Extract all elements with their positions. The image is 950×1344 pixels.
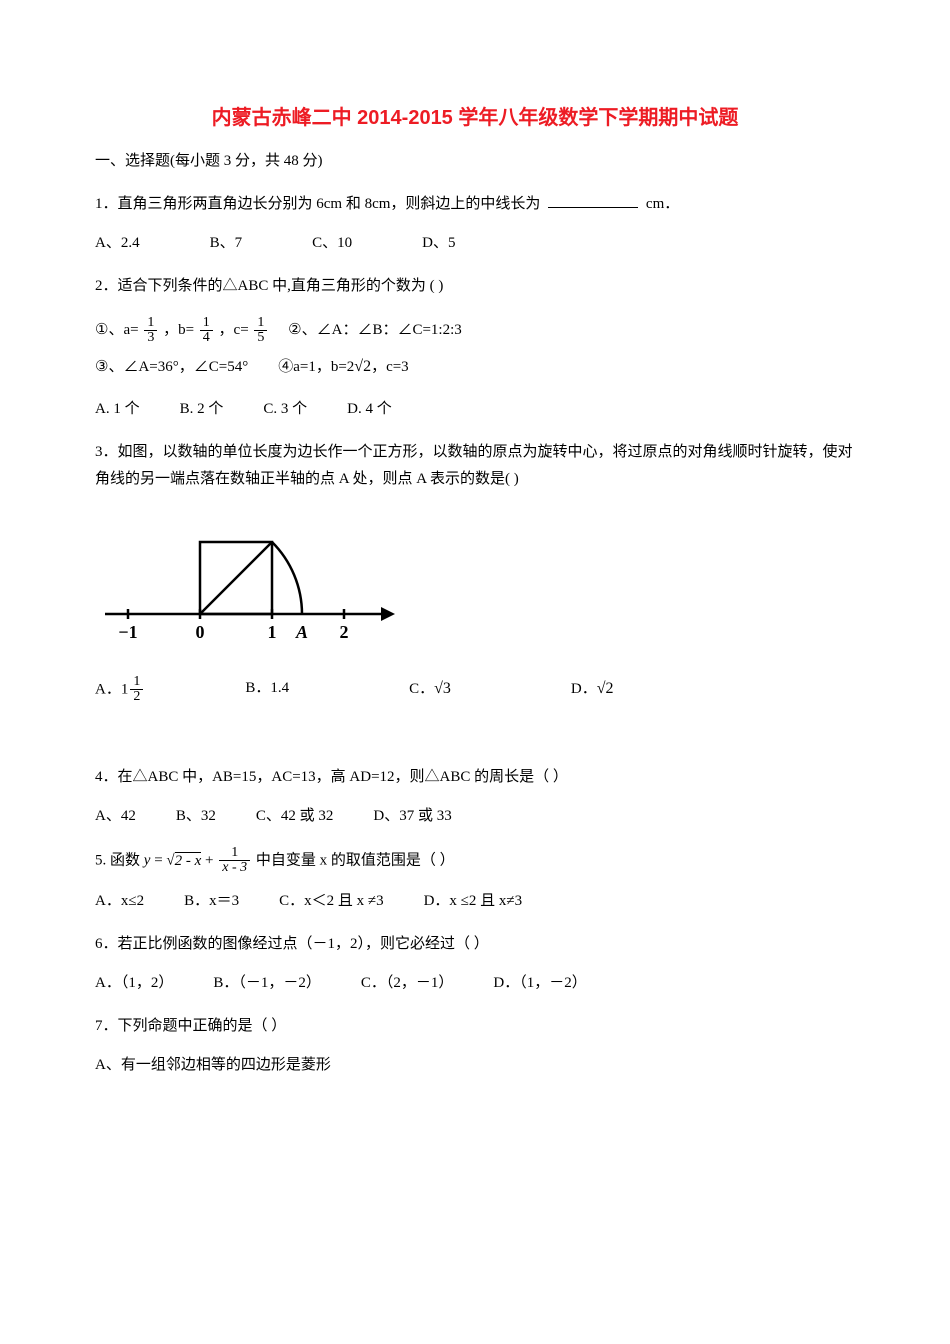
fraction-1-5: 15: [254, 316, 267, 346]
q1-opt-b: B、7: [210, 230, 243, 257]
q1-opt-d: D、5: [422, 230, 455, 257]
sqrt-expr: √2 - x: [166, 852, 201, 869]
frac-num: 1: [144, 316, 157, 331]
question-4: 4．在△ABC 中，AB=15，AC=13，高 AD=12，则△ABC 的周长是…: [95, 764, 855, 791]
sqrt-inner: 2 - x: [175, 853, 202, 869]
q5-opt-c: C．x＜2 且 x ≠3: [279, 888, 384, 915]
q6-opt-d: D．（1，－2）: [493, 970, 586, 997]
sqrt-2: √2: [597, 680, 614, 697]
q5-stem-post: 中自变量 x 的取值范围是（ ）: [256, 853, 455, 869]
svg-text:−1: −1: [118, 622, 137, 642]
q6-opt-b: B．（－1，－2）: [213, 970, 321, 997]
svg-text:A: A: [295, 622, 308, 642]
sqrt-3: √3: [434, 680, 451, 697]
q3-diagram: −1 0 1 2 A: [95, 509, 855, 659]
section-header: 一、选择题(每小题 3 分，共 48 分): [95, 148, 855, 175]
q3-opt-a: A．112: [95, 675, 145, 705]
frac-num: 1: [200, 316, 213, 331]
frac-den: 2: [130, 690, 143, 705]
q7-options: A、有一组邻边相等的四边形是菱形: [95, 1052, 855, 1079]
q3-options: A．112 B．1.4 C．√3 D．√2: [95, 675, 855, 705]
q4-opt-b: B、32: [176, 803, 216, 830]
page-title: 内蒙古赤峰二中 2014-2015 学年八年级数学下学期期中试题: [95, 100, 855, 136]
question-5: 5. 函数 y = √2 - x + 1 x - 3 中自变量 x 的取值范围是…: [95, 846, 855, 876]
q2-cond3: ③、∠A=36°，∠C=54°: [95, 359, 248, 375]
q6-opt-a: A．（1，2）: [95, 970, 173, 997]
q6-options: A．（1，2） B．（－1，－2） C．（2，－1） D．（1，－2）: [95, 970, 855, 997]
q2-cond4-pre: ④a=1，b=2: [278, 359, 354, 375]
q3-opt-d: D．√2: [571, 675, 614, 705]
q5-stem-pre: 5. 函数: [95, 853, 144, 869]
q6-opt-c: C．（2，－1）: [361, 970, 454, 997]
number-line-diagram: −1 0 1 2 A: [95, 509, 405, 649]
question-6: 6．若正比例函数的图像经过点（－1，2），则它必经过（ ）: [95, 931, 855, 958]
blank-line: [548, 192, 638, 208]
var-y: y: [144, 853, 151, 869]
q2-opt-b: B. 2 个: [180, 396, 224, 423]
q3-opt-d-pre: D．: [571, 681, 597, 697]
q1-opt-c: C、10: [312, 230, 352, 257]
q1-options: A、2.4 B、7 C、10 D、5: [95, 230, 855, 257]
svg-text:0: 0: [196, 622, 205, 642]
q1-opt-a: A、2.4: [95, 230, 140, 257]
q3-opt-a-pre: A．1: [95, 682, 128, 698]
frac-num: 1: [130, 675, 143, 690]
frac-den: 5: [254, 331, 267, 346]
frac-den: x - 3: [219, 861, 250, 876]
q3-opt-b: B．1.4: [245, 675, 289, 705]
eq-sign: =: [154, 853, 166, 869]
q2-conditions: ①、a= 13 ，b= 14 ，c= 15 ②、∠A：∠B：∠C=1:2:3 ③…: [95, 312, 855, 386]
q2-cond1-mid1: ，b=: [163, 322, 194, 338]
question-3: 3．如图，以数轴的单位长度为边长作一个正方形，以数轴的原点为旋转中心，将过原点的…: [95, 439, 855, 493]
q2-cond1-mid2: ，c=: [219, 322, 249, 338]
fraction-1-2: 12: [130, 675, 143, 705]
q2-opt-d: D. 4 个: [347, 396, 392, 423]
frac-den: 4: [200, 331, 213, 346]
question-1: 1．直角三角形两直角边长分别为 6cm 和 8cm，则斜边上的中线长为 cm．: [95, 191, 855, 218]
q5-opt-b: B．x＝3: [184, 888, 239, 915]
q7-opt-a: A、有一组邻边相等的四边形是菱形: [95, 1052, 855, 1079]
fraction-1-3: 13: [144, 316, 157, 346]
plus-sign: +: [205, 853, 217, 869]
q2-opt-c: C. 3 个: [263, 396, 307, 423]
sqrt-2: √2: [354, 358, 371, 375]
q2-opt-a: A. 1 个: [95, 396, 140, 423]
q1-stem-pre: 1．直角三角形两直角边长分别为 6cm 和 8cm，则斜边上的中线长为: [95, 196, 540, 212]
q4-opt-a: A、42: [95, 803, 136, 830]
q2-cond1-pre: ①、a=: [95, 322, 139, 338]
q5-opt-d: D．x ≤2 且 x≠3: [424, 888, 523, 915]
q5-options: A．x≤2 B．x＝3 C．x＜2 且 x ≠3 D．x ≤2 且 x≠3: [95, 888, 855, 915]
q3-opt-c: C．√3: [409, 675, 451, 705]
fraction-1-4: 14: [200, 316, 213, 346]
q2-cond4-post: ，c=3: [371, 359, 409, 375]
svg-text:2: 2: [340, 622, 349, 642]
question-7: 7．下列命题中正确的是（ ）: [95, 1013, 855, 1040]
svg-text:1: 1: [268, 622, 277, 642]
q2-options: A. 1 个 B. 2 个 C. 3 个 D. 4 个: [95, 396, 855, 423]
q1-stem-post: cm．: [646, 196, 679, 212]
fraction-1-over-xminus3: 1 x - 3: [219, 846, 250, 876]
q2-cond2: ②、∠A：∠B：∠C=1:2:3: [288, 322, 462, 338]
frac-num: 1: [254, 316, 267, 331]
frac-den: 3: [144, 331, 157, 346]
question-2: 2．适合下列条件的△ABC 中,直角三角形的个数为 ( ): [95, 273, 855, 300]
frac-num: 1: [219, 846, 250, 861]
q4-opt-d: D、37 或 33: [373, 803, 451, 830]
q4-opt-c: C、42 或 32: [256, 803, 334, 830]
q3-opt-c-pre: C．: [409, 681, 434, 697]
q4-options: A、42 B、32 C、42 或 32 D、37 或 33: [95, 803, 855, 830]
q5-opt-a: A．x≤2: [95, 888, 144, 915]
